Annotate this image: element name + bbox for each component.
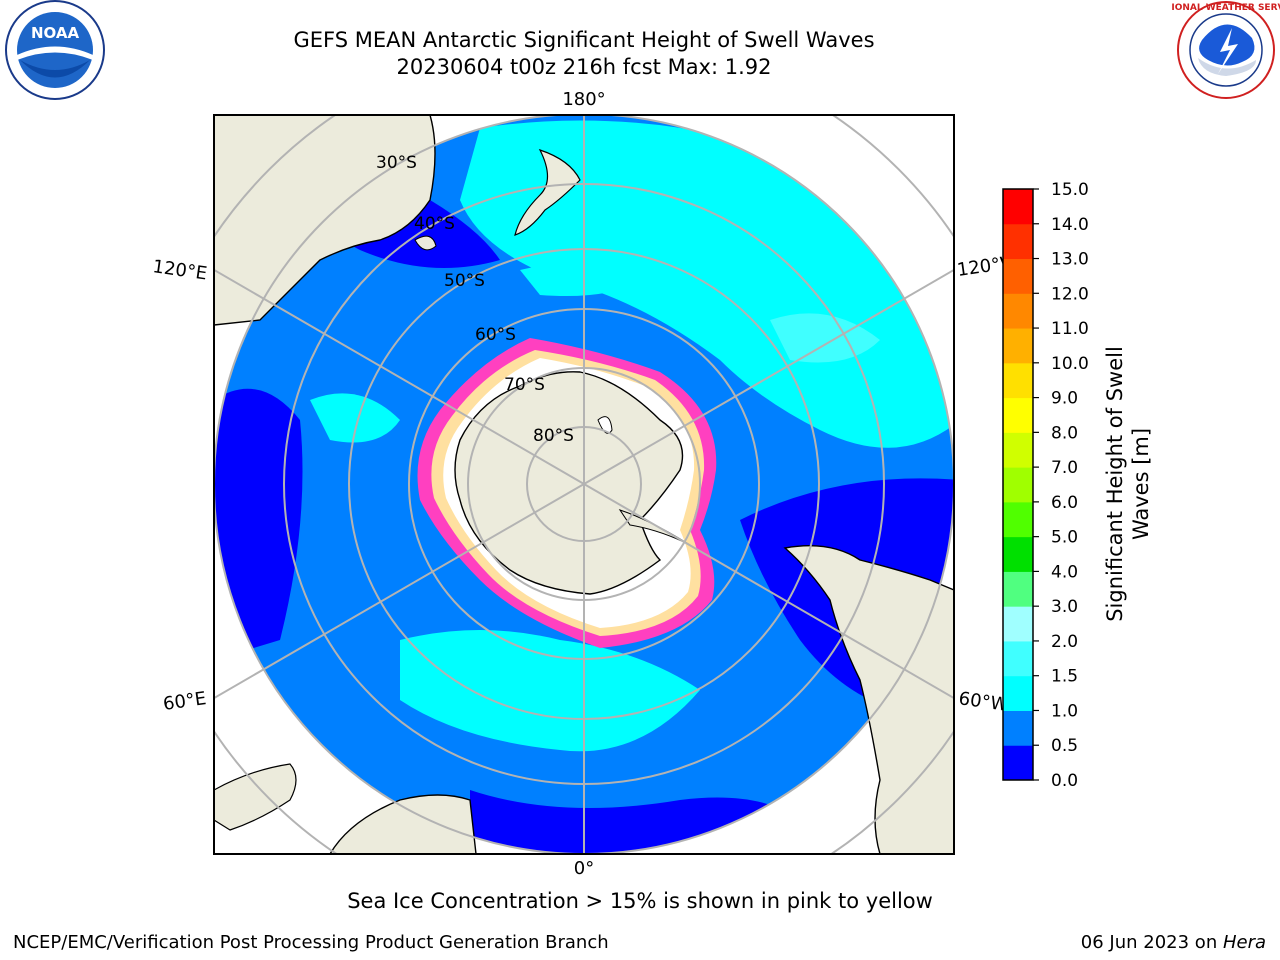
colorbar-tick-label: 10.0	[1051, 354, 1089, 374]
colorbar	[1003, 189, 1033, 781]
colorbar-label-line2: Waves [m]	[1129, 428, 1153, 540]
colorbar-frame	[1002, 188, 1034, 781]
africa	[329, 794, 477, 854]
colorbar-tick-label: 4.0	[1051, 562, 1078, 582]
chart-title: GEFS MEAN Antarctic Significant Height o…	[293, 28, 875, 52]
south-america	[783, 545, 954, 854]
antarctica	[454, 371, 684, 595]
colorbar-segment	[1003, 606, 1033, 642]
lon-label-60w: 60°W	[957, 688, 1009, 716]
colorbar-tick-label: 0.5	[1051, 736, 1078, 756]
colorbar-tick-label: 3.0	[1051, 597, 1078, 617]
footer-host: Hera	[1222, 932, 1266, 953]
colorbar-tick-label: 15.0	[1051, 180, 1089, 200]
colorbar-segment	[1003, 745, 1033, 781]
tasmania	[414, 235, 437, 251]
colorbar-segment	[1003, 362, 1033, 399]
colorbar-tick-label: 8.0	[1051, 423, 1078, 443]
lon-label-120e: 120°E	[151, 256, 208, 284]
lat-label-70s: 70°S	[504, 375, 545, 395]
new-zealand	[514, 148, 581, 236]
lon-label-180: 180°	[562, 89, 605, 110]
graticule	[214, 115, 954, 854]
colorbar-segment	[1003, 675, 1033, 711]
colorbar-segment	[1003, 189, 1033, 225]
colorbar-tick-label: 5.0	[1051, 528, 1078, 548]
colorbar-segment	[1003, 258, 1033, 294]
noaa-logo: NOAA	[5, 0, 105, 100]
lat-label-50s: 50°S	[444, 271, 485, 291]
swell-region-indian	[310, 393, 400, 443]
footer-date-text: 06 Jun 2023 on	[1080, 932, 1223, 953]
colorbar-segment	[1003, 293, 1033, 329]
colorbar-segment	[1003, 467, 1033, 503]
colorbar-tick-label: 1.5	[1051, 667, 1078, 687]
colorbar-segment	[1003, 640, 1033, 677]
colorbar-tick-label: 11.0	[1051, 319, 1089, 339]
colorbar-segment	[1003, 501, 1033, 538]
colorbar-segment	[1003, 710, 1033, 746]
swell-region-atlantic	[400, 630, 700, 752]
colorbar-segment	[1003, 571, 1033, 607]
lat-label-30s: 30°S	[376, 153, 417, 173]
colorbar-segment	[1003, 223, 1033, 260]
lat-label-60s: 60°S	[475, 325, 516, 345]
colorbar-tick-label: 2.0	[1051, 632, 1078, 652]
footer-credit: NCEP/EMC/Verification Post Processing Pr…	[13, 932, 609, 953]
colorbar-tick-label: 9.0	[1051, 389, 1078, 409]
colorbar-tick-label: 12.0	[1051, 284, 1089, 304]
lon-label-0: 0°	[574, 858, 594, 879]
madagascar	[214, 763, 297, 831]
colorbar-tick-label: 1.0	[1051, 701, 1078, 721]
nws-ring-text: NATIONAL WEATHER SERVICE	[1172, 3, 1280, 13]
map-area: 30°S 40°S 50°S 60°S 70°S 80°S	[214, 115, 954, 854]
colorbar-ticks: 0.0 0.5 1.0 1.5 2.0 3.0 4.0 5.0 6.0 7.0 8.0 9.0 10.0…	[1033, 180, 1089, 791]
noaa-logo-text: NOAA	[31, 24, 80, 42]
lat-label-80s: 80°S	[533, 426, 574, 446]
colorbar-tick-label: 13.0	[1051, 250, 1089, 270]
colorbar-label-line1: Significant Height of Swell	[1103, 346, 1127, 622]
nws-logo: NATIONAL WEATHER SERVICE	[1172, 1, 1280, 99]
chart-subtitle: 20230604 t00z 216h fcst Max: 1.92	[396, 55, 772, 79]
colorbar-tick-label: 14.0	[1051, 215, 1089, 235]
sea-ice-caption: Sea Ice Concentration > 15% is shown in …	[347, 889, 933, 913]
colorbar-tick-label: 0.0	[1051, 771, 1078, 791]
colorbar-segment	[1003, 397, 1033, 433]
lat-label-40s: 40°S	[414, 214, 455, 234]
colorbar-tick-label: 7.0	[1051, 458, 1078, 478]
lon-label-60e: 60°E	[162, 688, 208, 715]
colorbar-segment	[1003, 328, 1033, 364]
footer-date: 06 Jun 2023 on Hera	[1081, 932, 1266, 953]
calm-region-west	[214, 388, 303, 660]
colorbar-segment	[1003, 432, 1033, 468]
colorbar-tick-label: 6.0	[1051, 493, 1078, 513]
colorbar-segment	[1003, 536, 1033, 572]
map-frame	[213, 114, 955, 855]
